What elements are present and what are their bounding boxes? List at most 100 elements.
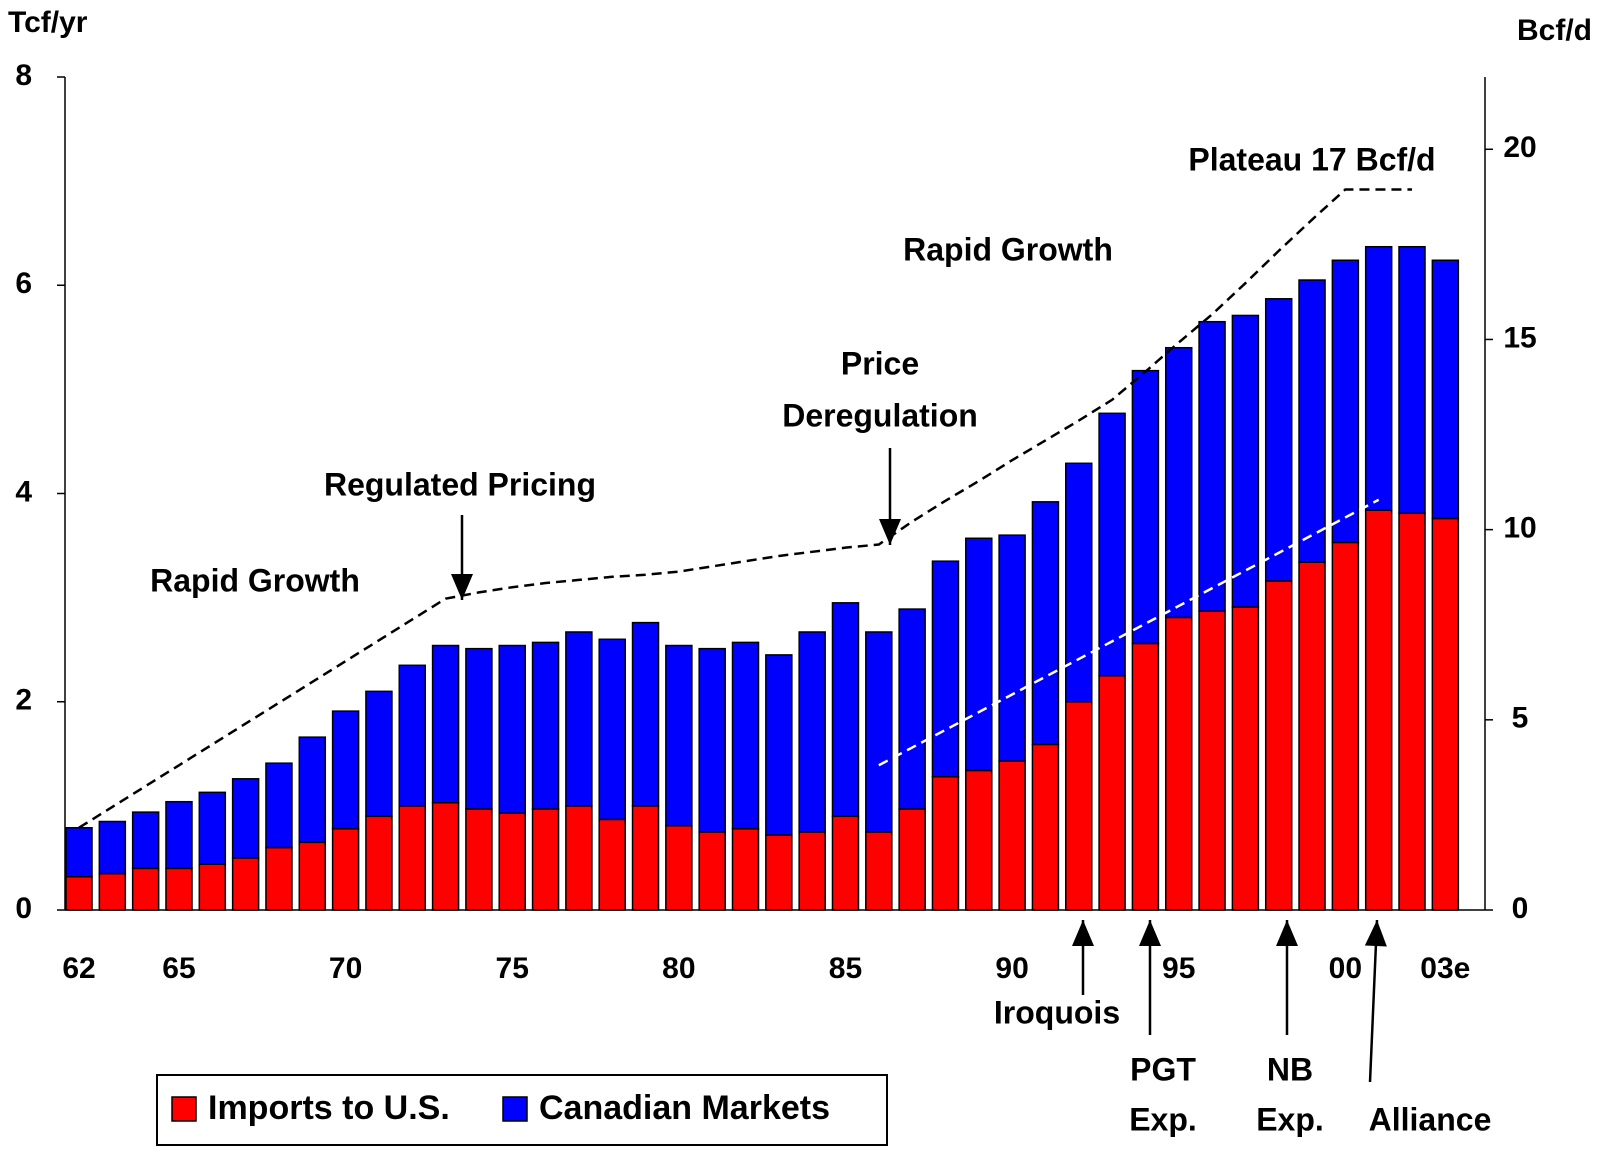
bar-segment [798, 631, 826, 833]
x-tick-label: 70 [329, 952, 362, 985]
bar-segment [1198, 320, 1226, 612]
bar-segment [1331, 259, 1360, 544]
bar-segment [1264, 580, 1293, 911]
bar-segment [531, 641, 560, 810]
x-tick-label: 03e [1420, 952, 1470, 985]
arrow [1368, 919, 1379, 1083]
bar-segment [831, 602, 860, 818]
bar-segment [598, 638, 626, 821]
arrow-head [879, 519, 901, 545]
legend-label: Canadian Markets [539, 1089, 830, 1127]
bar-segment [1098, 412, 1126, 677]
y2-tick-label: 0 [1512, 892, 1529, 925]
bar-segment [698, 831, 726, 911]
annotation: Rapid Growth [150, 562, 360, 598]
bar-segment [98, 872, 127, 911]
bar-segment [765, 834, 793, 911]
bar-segment [365, 815, 393, 911]
bar-segment [1131, 642, 1160, 911]
annotation: Alliance [1369, 1101, 1492, 1137]
bar-segment [1364, 245, 1393, 511]
bar-segment [1031, 501, 1060, 746]
bar-segment [398, 664, 427, 807]
x-tick-label: 85 [829, 952, 862, 985]
bar-segment [465, 647, 493, 810]
y2-tick-label: 5 [1512, 702, 1529, 735]
bar-segment [565, 631, 593, 807]
bar-segment [998, 760, 1026, 911]
bar-segment [65, 875, 93, 911]
annotation: Exp. [1129, 1101, 1197, 1137]
bar-segment [998, 534, 1026, 762]
bar-segment [198, 863, 227, 911]
bar-segment [265, 846, 293, 911]
bar-segment [565, 805, 593, 911]
annotation: Exp. [1256, 1101, 1324, 1137]
bar-segment [431, 644, 460, 804]
bar-segment [1198, 610, 1226, 911]
x-tick-label: 90 [995, 952, 1028, 985]
y2-tick-label: 15 [1503, 321, 1536, 354]
bar-segment [98, 820, 127, 875]
bar-segment [1331, 541, 1360, 911]
bar-segment [231, 857, 260, 911]
capacity-line [78, 188, 1413, 829]
annotation: Iroquois [994, 994, 1120, 1030]
annotation: Regulated Pricing [324, 466, 596, 502]
y-tick-label: 4 [15, 475, 32, 508]
bar-segment [931, 560, 960, 778]
bar-segment [1164, 616, 1193, 911]
bar-segment [1231, 314, 1260, 608]
bar-segment [765, 654, 793, 836]
bar-segment [1431, 259, 1460, 520]
bar-segment [1065, 701, 1093, 911]
bar-segment [1298, 561, 1326, 911]
bar-segment [265, 762, 293, 849]
x-tick-label: 95 [1162, 952, 1195, 985]
arrow-head [1276, 920, 1298, 946]
bar-segment [865, 631, 893, 833]
bar-segment [598, 818, 626, 911]
bar-segment [665, 824, 693, 911]
bar-segment [298, 841, 327, 911]
bar-segment [431, 802, 460, 911]
bar-segment [498, 644, 526, 814]
bar-segment [665, 644, 693, 827]
bar-segment [1398, 245, 1426, 515]
bar-segment [498, 812, 526, 911]
bar-segment [1065, 462, 1093, 703]
bar-segment [398, 805, 427, 911]
y2-tick-label: 10 [1503, 512, 1536, 545]
x-tick-label: 75 [496, 952, 529, 985]
annotation: NB [1267, 1051, 1313, 1087]
bar-segment [131, 867, 160, 911]
bar-segment [898, 808, 926, 911]
bar-segment [231, 778, 260, 859]
bar-segment [65, 826, 93, 878]
bar-segment [631, 805, 660, 911]
arrow-head [1364, 920, 1387, 947]
bar-segment [531, 808, 560, 911]
y2-tick-label: 20 [1503, 131, 1536, 164]
y-axis-title: Tcf/yr [8, 6, 88, 39]
y-tick-label: 6 [15, 267, 32, 300]
bar-segment [798, 831, 826, 911]
bar-segment [331, 710, 360, 830]
bar-segment [965, 769, 993, 911]
legend-swatch [502, 1096, 528, 1122]
bar-segment [698, 647, 726, 833]
bar-segment [1264, 298, 1293, 582]
bar-segment [731, 828, 760, 911]
y-tick-label: 8 [15, 59, 32, 92]
bar-segment [1098, 674, 1126, 911]
bar-segment [1031, 743, 1060, 911]
bar-segment [131, 811, 160, 870]
bar-segment [198, 791, 227, 865]
annotation: Plateau 17 Bcf/d [1188, 141, 1435, 177]
bar-segment [1164, 346, 1193, 619]
bar-segment [631, 621, 660, 807]
bar-segment [331, 828, 360, 911]
bar-segment [1431, 517, 1460, 911]
bar-segment [465, 808, 493, 911]
